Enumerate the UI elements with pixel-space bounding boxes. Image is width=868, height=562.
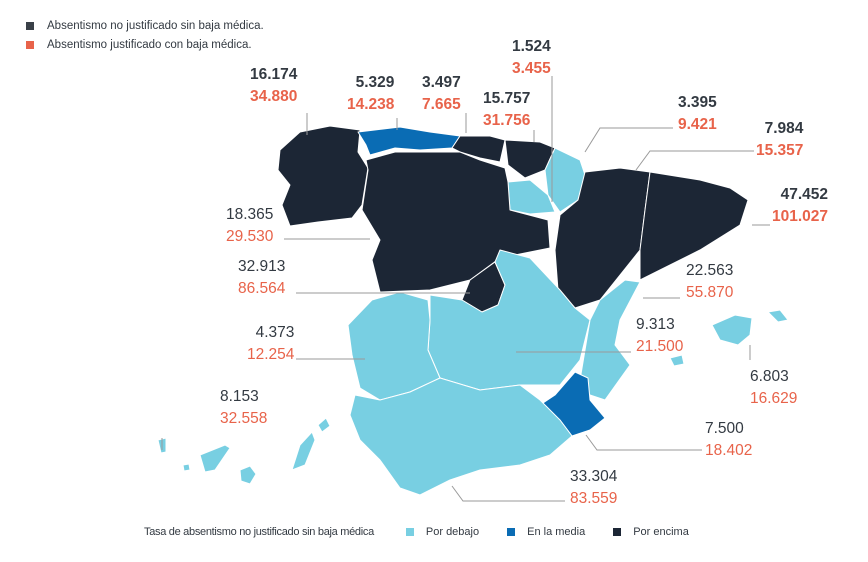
legend-swatch-blue (507, 528, 516, 536)
label-baleares: 6.803 16.629 (750, 368, 798, 407)
region-canarias-gran-canaria (239, 465, 257, 485)
region-canarias-la-gomera (182, 463, 191, 472)
legend-bottom: Tasa de absentismo no justificado sin ba… (144, 526, 717, 538)
label-valencia: 22.563 55.870 (686, 262, 734, 301)
label-asturias: 5.329 14.238 (347, 74, 395, 113)
legend-item-above: Por encima (613, 526, 689, 538)
label-murcia: 7.500 18.402 (705, 420, 753, 459)
region-baleares-ibiza (669, 354, 685, 367)
legend-label: Absentismo no justificado sin baja médic… (47, 19, 264, 32)
label-pais-vasco: 15.757 31.756 (483, 90, 531, 129)
label-castilla-leon: 18.365 29.530 (226, 206, 274, 245)
label-la-rioja: 1.524 3.455 (512, 38, 551, 77)
legend-label: Absentismo justificado con baja médica. (47, 38, 252, 51)
region-extremadura (347, 291, 441, 401)
region-murcia (539, 371, 606, 437)
region-navarra (544, 147, 586, 213)
label-canarias: 8.153 32.558 (220, 388, 268, 427)
region-canarias-fuerteventura (291, 431, 316, 471)
legend-top: Absentismo no justificado sin baja médic… (26, 16, 264, 54)
region-baleares-mallorca (711, 314, 753, 346)
region-valencia (579, 279, 641, 401)
legend-swatch-orange (26, 40, 34, 49)
region-baleares-menorca (767, 309, 789, 323)
region-cataluna (639, 171, 749, 281)
label-andalucia: 33.304 83.559 (570, 468, 618, 507)
label-navarra: 3.395 9.421 (678, 94, 717, 133)
label-madrid: 32.913 86.564 (238, 258, 286, 297)
leader-lines (161, 76, 770, 502)
region-canarias-lanzarote (317, 417, 331, 433)
region-galicia (277, 125, 369, 227)
legend-item-justified: Absentismo justificado con baja médica. (26, 35, 264, 54)
label-cantabria: 3.497 7.665 (422, 74, 461, 113)
legend-item-average: En la media (507, 526, 585, 538)
legend-swatch-navy (613, 528, 622, 536)
region-asturias (357, 126, 461, 156)
legend-swatch-dark (26, 21, 34, 30)
label-galicia: 16.174 34.880 (250, 66, 298, 105)
legend-item-unjustified: Absentismo no justificado sin baja médic… (26, 16, 264, 35)
label-cataluna: 47.452 101.027 (772, 186, 829, 225)
region-canarias-tenerife (199, 444, 231, 473)
label-aragon: 7.984 15.357 (756, 120, 804, 159)
region-andalucia (349, 377, 573, 496)
label-castilla-la-mancha: 9.313 21.500 (636, 316, 684, 355)
legend-swatch-light-blue (405, 528, 414, 536)
region-cantabria (451, 135, 506, 163)
label-extremadura: 4.373 12.254 (247, 324, 295, 363)
legend-bottom-title: Tasa de absentismo no justificado sin ba… (144, 526, 374, 538)
legend-item-below: Por debajo (405, 526, 479, 538)
